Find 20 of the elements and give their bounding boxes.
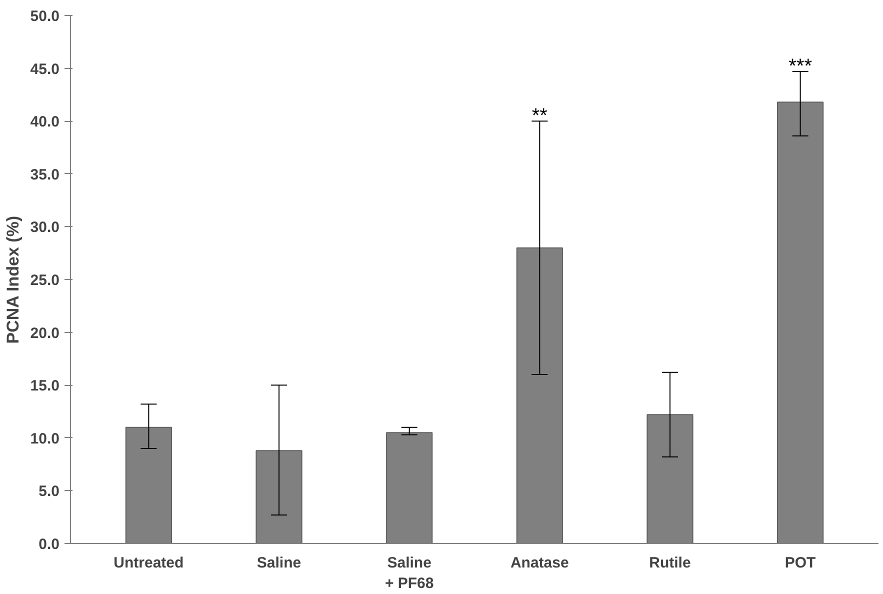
y-tick-label: 15.0 (30, 378, 60, 395)
y-tick-label: 10.0 (30, 430, 60, 448)
annotation: ** (532, 105, 548, 128)
y-tick-label: 30.0 (30, 219, 60, 236)
y-axis-title: PCNA Index (%) (3, 216, 22, 344)
x-tick-label: Untreated (114, 554, 184, 572)
y-tick-label: 5.0 (38, 483, 60, 500)
y-tick-label: 20.0 (30, 324, 60, 342)
y-tick-label: 25.0 (30, 272, 60, 289)
y-tick-label: 0.0 (38, 536, 60, 553)
y-tick-label: 40.0 (30, 114, 60, 131)
x-tick-label: Rutile (649, 554, 691, 572)
x-tick-label: Anatase (510, 554, 569, 572)
y-tick-label: 50.0 (30, 8, 60, 25)
x-tick-label: POT (784, 554, 816, 572)
x-tick-label: Saline (256, 554, 302, 572)
y-tick-label: 35.0 (30, 166, 60, 184)
annotation: *** (788, 55, 812, 78)
y-tick-label: 45.0 (30, 60, 60, 78)
x-tick-label: Saline + PF68 (384, 554, 434, 592)
